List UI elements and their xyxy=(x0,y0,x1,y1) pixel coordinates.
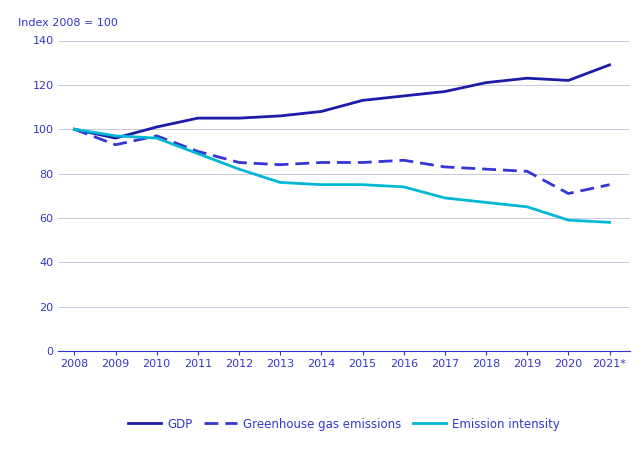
Text: Index 2008 = 100: Index 2008 = 100 xyxy=(18,18,118,28)
Legend: GDP, Greenhouse gas emissions, Emission intensity: GDP, Greenhouse gas emissions, Emission … xyxy=(123,413,565,435)
